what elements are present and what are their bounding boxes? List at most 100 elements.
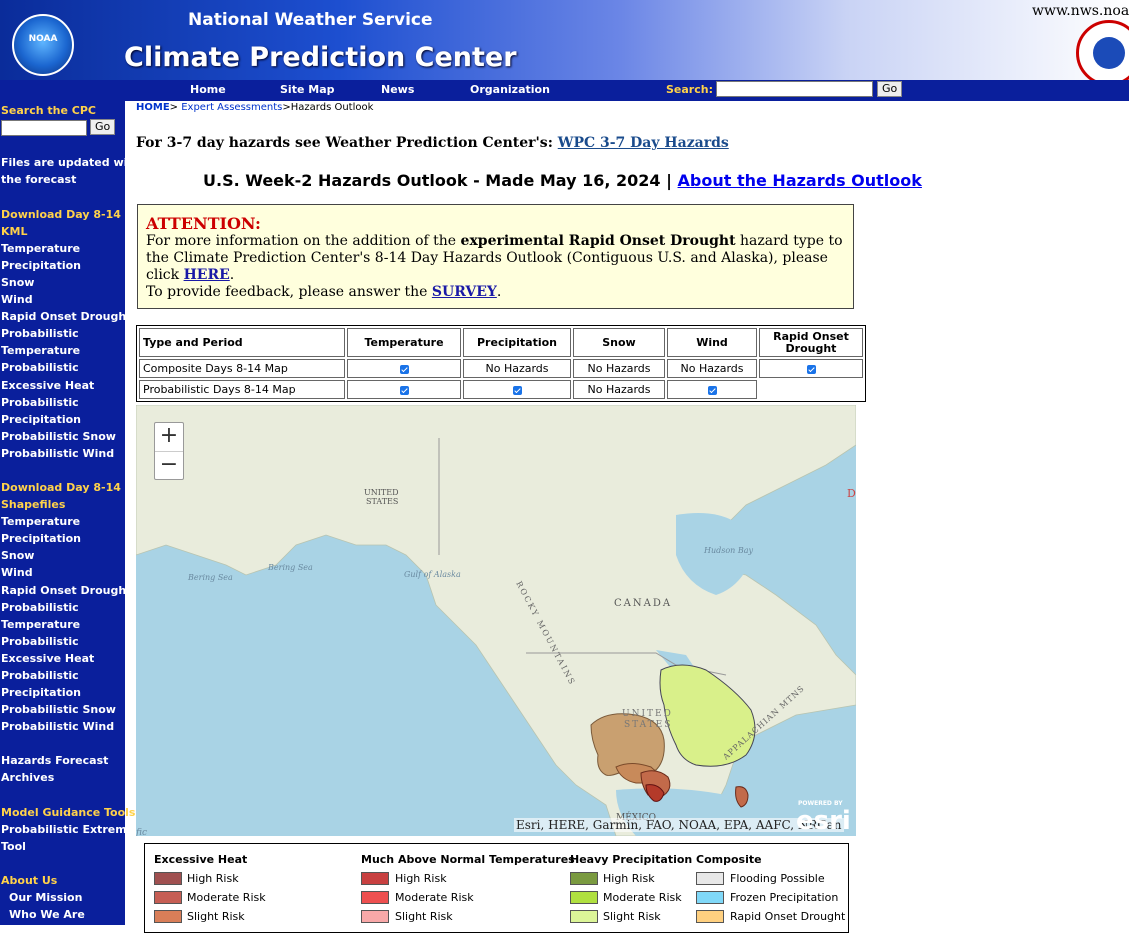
sidebar-link[interactable]: Precipitation [1,413,81,426]
sidebar-heading-kml: KML [1,225,28,238]
zoom-out-button[interactable]: − [155,451,183,480]
esri-logo[interactable]: POWERED BY esri [796,800,851,836]
checkbox-icon[interactable] [399,385,409,395]
page-title: U.S. Week-2 Hazards Outlook - Made May 1… [203,171,922,190]
checkbox-icon[interactable] [512,385,522,395]
map-link-cell[interactable] [667,380,757,399]
attention-paragraph: For more information on the addition of … [146,233,846,284]
legend-swatch [570,891,598,904]
nws-seal-logo[interactable] [1076,20,1129,86]
sidebar-heading-kml: Download Day 8-14 [1,208,121,221]
sidebar-link[interactable]: Probabilistic Wind [1,720,115,733]
legend-group-title: Much Above Normal Temperatures [361,853,575,866]
map-canvas[interactable]: UNITED STATES Bering Sea Bering Sea Gulf… [136,405,856,836]
hudson-bay [676,513,756,595]
survey-link[interactable]: SURVEY [431,284,497,300]
nws-url-link[interactable]: www.nws.noaa.g [1032,3,1129,19]
sidebar-link[interactable]: Temperature [1,242,81,255]
map-link-cell[interactable] [759,359,863,378]
breadcrumb-home[interactable]: HOME [136,102,170,113]
nav-home[interactable]: Home [190,83,226,96]
nav-organization[interactable]: Organization [470,83,550,96]
map-label-hudson-bay: Hudson Bay [703,546,754,555]
sidebar-go-button[interactable]: Go [90,119,116,135]
map-link-cell[interactable] [347,380,461,399]
sidebar-link[interactable]: Precipitation [1,259,81,272]
row-label: Probabilistic Days 8-14 Map [139,380,345,399]
map-label-bering-sea-2: Bering Sea [267,563,313,572]
outlook-title-text: U.S. Week-2 Hazards Outlook - Made May 1… [203,171,678,190]
search-input[interactable] [716,81,873,97]
sidebar-link[interactable]: Probabilistic Wind [1,447,115,460]
noaa-logo[interactable]: NOAA [12,14,74,76]
sidebar-link[interactable]: Probabilistic [1,327,79,340]
wpc-link[interactable]: WPC 3-7 Day Hazards [557,135,729,151]
legend-swatch [570,872,598,885]
sidebar-link[interactable]: Rapid Onset Drought [1,584,132,597]
checkbox-icon[interactable] [399,364,409,374]
map-label-bering-sea: Bering Sea [187,573,233,582]
sidebar-link[interactable]: Probabilistic [1,396,79,409]
sidebar-search-input[interactable] [1,120,87,136]
breadcrumb-expert[interactable]: Expert Assessments [181,102,283,113]
sidebar-link[interactable]: Our Mission [9,891,83,904]
sidebar-search-title: Search the CPC [1,104,96,117]
florida-heat-area [735,786,749,808]
nws-title: National Weather Service [188,10,433,30]
table-header: Rapid Onset Drought [759,328,863,357]
breadcrumb: HOME> Expert Assessments>Hazards Outlook [136,102,373,113]
map-link-cell[interactable] [463,380,571,399]
sidebar-heading-about[interactable]: About Us [1,874,58,887]
sidebar-link[interactable]: Excessive Heat [1,379,95,392]
nav-site-map[interactable]: Site Map [280,83,335,96]
sidebar-link[interactable]: Who We Are [9,908,85,921]
sidebar-link[interactable]: Temperature [1,515,81,528]
sidebar-link[interactable]: Probabilistic [1,635,79,648]
sidebar-link[interactable]: Precipitation [1,532,81,545]
cpc-title[interactable]: Climate Prediction Center [124,42,517,73]
att-text: hazard type to the Climate Prediction Ce… [146,233,843,283]
wpc-line: For 3-7 day hazards see Weather Predicti… [136,135,729,151]
table-row: Probabilistic Days 8-14 Map No Hazards [139,380,863,399]
sidebar-link[interactable]: Probabilistic [1,601,79,614]
hazard-table: Type and Period Temperature Precipitatio… [136,325,866,402]
sidebar-link[interactable]: Wind [1,566,33,579]
here-link[interactable]: HERE [183,267,230,283]
legend-label: High Risk [395,872,447,885]
checkbox-icon[interactable] [707,385,717,395]
about-hazards-link[interactable]: About the Hazards Outlook [677,171,922,190]
sidebar-link[interactable]: Snow [1,549,35,562]
sidebar-link-archives[interactable]: Hazards Forecast [1,754,109,767]
sidebar-link[interactable]: Probabilistic [1,361,79,374]
sidebar-note: the forecast [1,173,77,186]
sidebar-link[interactable]: Probabilistic Extremes [1,823,141,836]
table-cell: No Hazards [573,359,665,378]
sidebar-link[interactable]: Rapid Onset Drought [1,310,132,323]
table-row: Composite Days 8-14 Map No Hazards No Ha… [139,359,863,378]
sidebar-heading-model-tools[interactable]: Model Guidance Tools [1,806,136,819]
sidebar-link[interactable]: Probabilistic Snow [1,703,116,716]
hazards-map[interactable]: UNITED STATES Bering Sea Bering Sea Gulf… [136,405,856,836]
sidebar-link[interactable]: Probabilistic Snow [1,430,116,443]
nav-news[interactable]: News [381,83,415,96]
sidebar-link[interactable]: Temperature [1,618,81,631]
map-attribution: Esri, HERE, Garmin, FAO, NOAA, EPA, AAFC… [514,818,844,832]
sidebar-link[interactable]: Excessive Heat [1,652,95,665]
sidebar-link[interactable]: Probabilistic [1,669,79,682]
sidebar-link[interactable]: Snow [1,276,35,289]
sidebar-link[interactable]: Wind [1,293,33,306]
sidebar-link-archives[interactable]: Archives [1,771,55,784]
checkbox-icon[interactable] [806,364,816,374]
table-header: Snow [573,328,665,357]
sidebar-link[interactable]: Temperature [1,344,81,357]
zoom-control: + − [154,422,184,480]
att-bold: experimental Rapid Onset Drought [460,233,736,249]
noaa-logo-text: NOAA [28,34,58,44]
map-link-cell[interactable] [347,359,461,378]
sidebar-link[interactable]: Precipitation [1,686,81,699]
sidebar-link[interactable]: Tool [1,840,26,853]
search-go-button[interactable]: Go [877,81,903,97]
table-cell: No Hazards [463,359,571,378]
zoom-in-button[interactable]: + [159,423,179,448]
sidebar-note: Files are updated with [1,156,141,169]
